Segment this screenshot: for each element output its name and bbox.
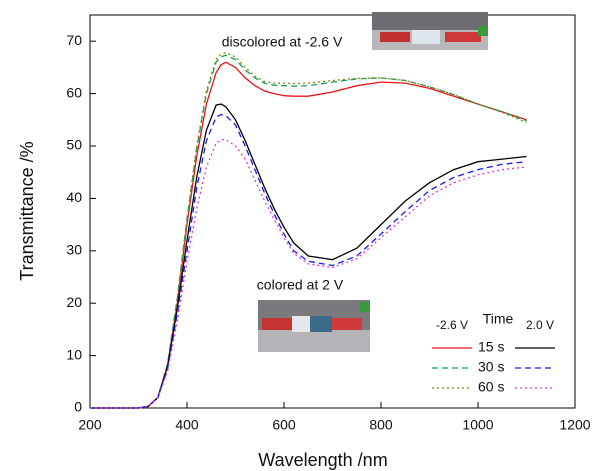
- x-axis-label: Wavelength /nm: [258, 450, 387, 470]
- plot-frame: [89, 14, 576, 409]
- y-axis-label: Transmittance /%: [17, 141, 37, 280]
- y-tick-label: 40: [66, 189, 82, 205]
- legend-header: 2.0 V: [526, 318, 554, 332]
- legend-header: -2.6 V: [436, 318, 468, 332]
- legend-label: 60 s: [478, 379, 504, 395]
- x-tick-label: 400: [175, 417, 199, 433]
- y-tick-label: 0: [74, 399, 82, 415]
- y-tick-label: 20: [66, 294, 82, 310]
- series-line: [90, 61, 527, 409]
- series-line: [90, 54, 527, 409]
- series-line: [90, 113, 527, 409]
- legend-label: 15 s: [478, 339, 504, 355]
- x-tick-label: 800: [369, 417, 393, 433]
- series-line: [90, 139, 527, 409]
- series-line: [90, 52, 527, 409]
- legend-title: Time: [483, 311, 514, 327]
- x-tick-label: 200: [78, 417, 102, 433]
- y-tick-label: 10: [66, 346, 82, 362]
- y-tick-label: 70: [66, 32, 82, 48]
- photo-discolored: [372, 12, 488, 50]
- y-tick-label: 60: [66, 84, 82, 100]
- x-tick-label: 1000: [462, 417, 493, 433]
- y-tick-label: 30: [66, 242, 82, 258]
- photo-colored: [258, 300, 370, 352]
- x-tick-label: 600: [272, 417, 296, 433]
- annotation: colored at 2 V: [257, 277, 344, 293]
- series-line: [90, 103, 527, 409]
- y-tick-label: 50: [66, 137, 82, 153]
- x-tick-label: 1200: [559, 417, 590, 433]
- annotation: discolored at -2.6 V: [222, 34, 343, 50]
- legend-label: 30 s: [478, 359, 504, 375]
